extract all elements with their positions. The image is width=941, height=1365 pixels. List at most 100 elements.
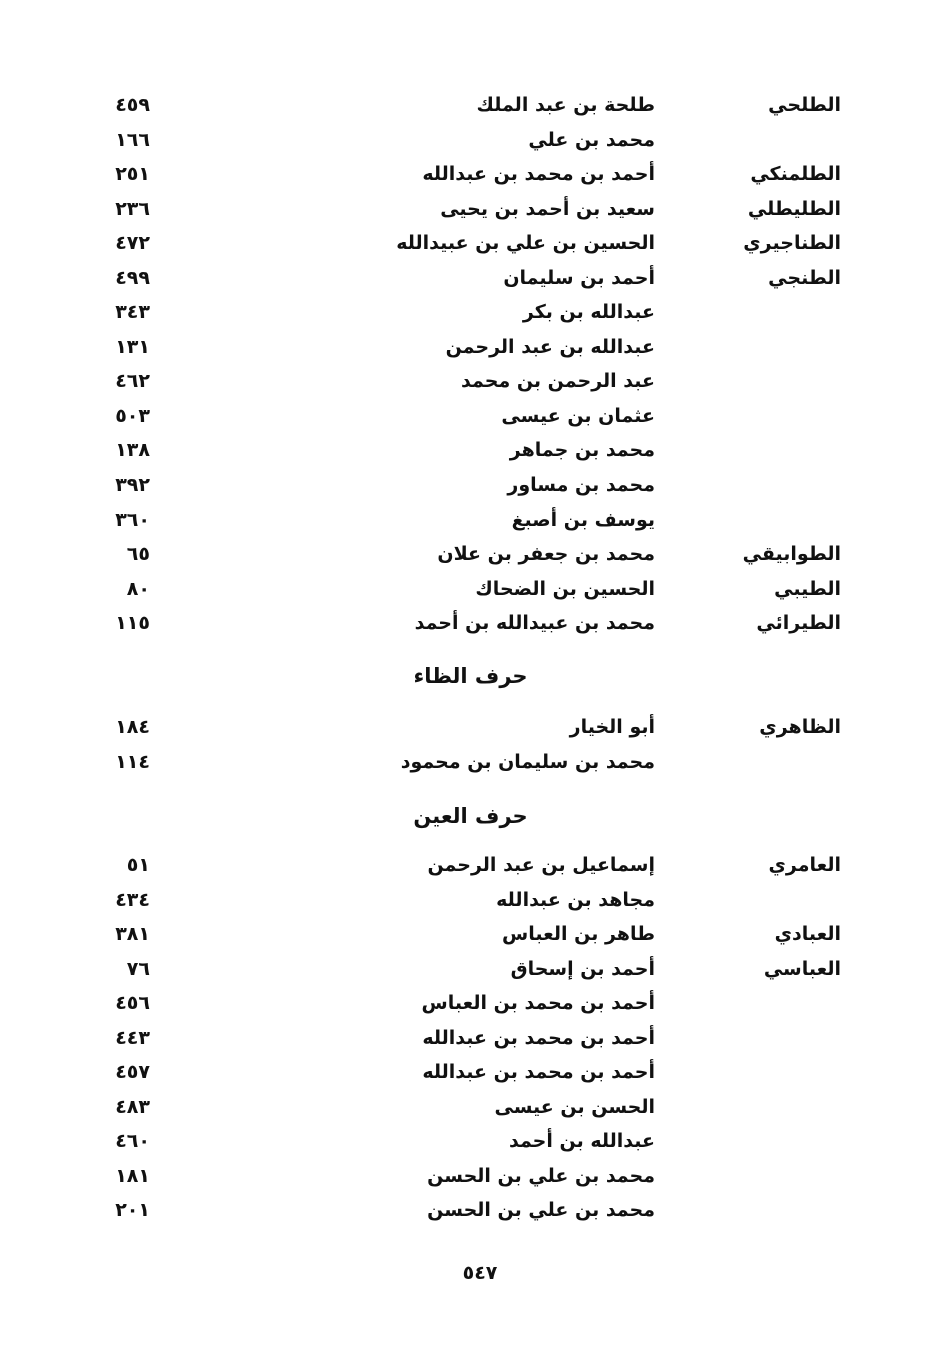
person-name: طاهر بن العباس (502, 923, 655, 946)
page-reference: ٤٤٣ (115, 1026, 150, 1049)
person-name: عبدالله بن عبد الرحمن (445, 335, 655, 358)
index-entry: العامري إسماعيل بن عبد الرحمن ٥١ (0, 848, 941, 883)
index-entry: أحمد بن محمد بن عبدالله ٤٤٣ (0, 1021, 941, 1056)
person-name: الحسن بن عيسى (494, 1095, 655, 1118)
person-name: محمد بن مساور (507, 474, 655, 497)
nisba-label: العبادي (774, 923, 841, 946)
person-name: عبدالله بن بكر (522, 301, 655, 324)
person-name: محمد بن جعفر بن علان (437, 543, 655, 566)
index-entry: الطناجيري الحسين بن علي بن عبيدالله ٤٧٢ (0, 226, 941, 261)
page-reference: ٥٠٣ (115, 404, 150, 427)
nisba-label: الطلمنكي (750, 163, 841, 186)
index-section-zaa: الظاهري أبو الخيار ١٨٤ محمد بن سليمان بن مح… (0, 710, 941, 779)
nisba-label: الطنجي (768, 266, 841, 289)
index-entry: العبادي طاهر بن العباس ٣٨١ (0, 917, 941, 952)
index-entry: الطوابيقي محمد بن جعفر بن علان ٦٥ (0, 537, 941, 572)
page-reference: ٤٦٠ (115, 1130, 150, 1153)
index-entry: الطلحي طلحة بن عبد الملك ٤٥٩ (0, 88, 941, 123)
page-reference: ٤٣٤ (115, 888, 150, 911)
page-reference: ٤٧٢ (115, 232, 150, 255)
person-name: محمد بن علي (528, 128, 655, 151)
section-heading-zaa: حرف الظاء (413, 664, 528, 688)
page-reference: ٣٦٠ (115, 508, 150, 531)
page-reference: ٣٤٣ (115, 301, 150, 324)
person-name: محمد بن عبيدالله بن أحمد (414, 612, 655, 635)
nisba-label: الطيرائي (756, 612, 841, 635)
page-reference: ٤٨٣ (115, 1095, 150, 1118)
index-entry: الطنجي أحمد بن سليمان ٤٩٩ (0, 261, 941, 296)
index-entry: محمد بن علي ١٦٦ (0, 123, 941, 158)
page-reference: ١١٥ (115, 612, 150, 635)
index-entry: محمد بن جماهر ١٣٨ (0, 433, 941, 468)
index-entry: الطلمنكي أحمد بن محمد بن عبدالله ٢٥١ (0, 157, 941, 192)
person-name: أحمد بن محمد بن عبدالله (422, 1061, 655, 1084)
page-reference: ٢٣٦ (115, 197, 150, 220)
person-name: طلحة بن عبد الملك (476, 94, 656, 116)
person-name: محمد بن علي بن الحسن (427, 1164, 655, 1187)
nisba-label: الطليطلي (747, 197, 841, 220)
nisba-label: الطلحي (768, 94, 841, 116)
index-entry: الطليطلي سعيد بن أحمد بن يحيى ٢٣٦ (0, 192, 941, 227)
person-name: عثمان بن عيسى (501, 404, 655, 427)
section-heading-ayn: حرف العين (413, 804, 528, 828)
person-name: محمد بن جماهر (509, 439, 655, 462)
index-entry: عثمان بن عيسى ٥٠٣ (0, 399, 941, 434)
index-entry: عبدالله بن أحمد ٤٦٠ (0, 1124, 941, 1159)
index-entry: عبدالله بن عبد الرحمن ١٣١ (0, 330, 941, 365)
person-name: أبو الخيار (569, 716, 655, 738)
page-reference: ٤٥٩ (115, 94, 150, 116)
index-entry: محمد بن مساور ٣٩٢ (0, 468, 941, 503)
page-reference: ٤٩٩ (115, 266, 150, 289)
person-name: محمد بن سليمان بن محمود (400, 750, 655, 773)
index-entry: الطيرائي محمد بن عبيدالله بن أحمد ١١٥ (0, 606, 941, 641)
page-reference: ٤٥٦ (115, 992, 150, 1015)
person-name: مجاهد بن عبدالله (496, 888, 655, 911)
page-reference: ١٣١ (115, 335, 150, 358)
page-reference: ١٨١ (115, 1164, 150, 1187)
person-name: إسماعيل بن عبد الرحمن (427, 854, 655, 876)
person-name: الحسين بن علي بن عبيدالله (396, 232, 655, 255)
nisba-label: الظاهري (759, 716, 841, 738)
page-reference: ٢٥١ (115, 163, 150, 186)
nisba-label: العامري (768, 854, 841, 876)
person-name: عبد الرحمن بن محمد (461, 370, 655, 393)
page-reference: ٢٠١ (115, 1199, 150, 1222)
person-name: عبدالله بن أحمد (508, 1130, 655, 1153)
page-reference: ٨٠ (126, 577, 150, 600)
person-name: أحمد بن إسحاق (510, 957, 655, 980)
index-entry: محمد بن علي بن الحسن ٢٠١ (0, 1193, 941, 1228)
index-section-ta: الطلحي طلحة بن عبد الملك ٤٥٩ محمد بن علي ١٦٦… (0, 88, 941, 641)
index-entry: العباسي أحمد بن إسحاق ٧٦ (0, 952, 941, 987)
index-entry: أحمد بن محمد بن عبدالله ٤٥٧ (0, 1055, 941, 1090)
nisba-label: الطناجيري (743, 232, 841, 255)
person-name: محمد بن علي بن الحسن (427, 1199, 655, 1222)
page-number: ٥٤٧ (462, 1262, 498, 1284)
page-reference: ٦٥ (126, 543, 150, 566)
index-entry: الحسن بن عيسى ٤٨٣ (0, 1090, 941, 1125)
person-name: يوسف بن أصبغ (511, 508, 655, 531)
person-name: أحمد بن محمد بن عبدالله (422, 1026, 655, 1049)
index-section-ayn: العامري إسماعيل بن عبد الرحمن ٥١ مجاهد بن ع… (0, 848, 941, 1228)
index-entry: عبدالله بن بكر ٣٤٣ (0, 295, 941, 330)
page-reference: ٤٦٢ (115, 370, 150, 393)
page-reference: ٤٥٧ (115, 1061, 150, 1084)
index-entry: أحمد بن محمد بن العباس ٤٥٦ (0, 986, 941, 1021)
index-entry: الظاهري أبو الخيار ١٨٤ (0, 710, 941, 745)
page-reference: ٣٩٢ (115, 474, 150, 497)
index-entry: الطيبي الحسين بن الضحاك ٨٠ (0, 572, 941, 607)
page-reference: ١٦٦ (115, 128, 150, 151)
index-entry: عبد الرحمن بن محمد ٤٦٢ (0, 364, 941, 399)
nisba-label: العباسي (763, 957, 841, 980)
person-name: الحسين بن الضحاك (475, 577, 655, 600)
person-name: أحمد بن سليمان (503, 266, 655, 289)
index-entry: محمد بن سليمان بن محمود ١١٤ (0, 745, 941, 780)
person-name: سعيد بن أحمد بن يحيى (440, 197, 655, 220)
index-entry: محمد بن علي بن الحسن ١٨١ (0, 1159, 941, 1194)
page-reference: ١٣٨ (115, 439, 150, 462)
page-reference: ٥١ (126, 854, 150, 876)
nisba-label: الطيبي (774, 577, 841, 600)
index-entry: مجاهد بن عبدالله ٤٣٤ (0, 883, 941, 918)
page-reference: ١٨٤ (115, 716, 150, 738)
nisba-label: الطوابيقي (742, 543, 841, 566)
page-reference: ٣٨١ (115, 923, 150, 946)
